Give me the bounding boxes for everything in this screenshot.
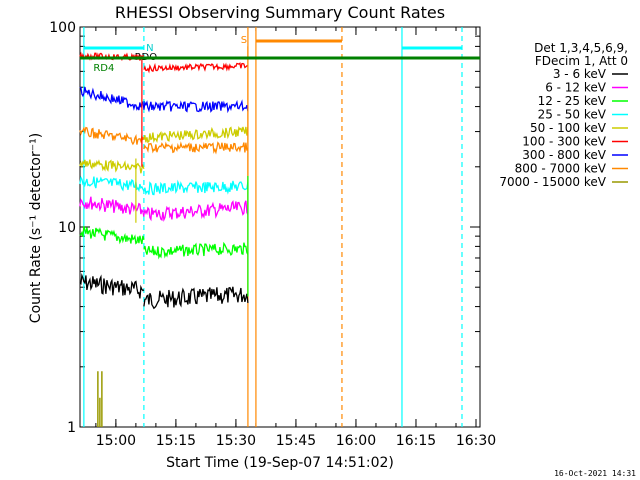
series-line <box>143 286 249 310</box>
legend-title: FDecim 1, Att 0 <box>535 54 628 68</box>
series-line <box>79 159 145 174</box>
series-line <box>143 125 249 144</box>
x-tick-label: 15:15 <box>156 433 196 449</box>
legend-entry-label: 800 - 7000 keV <box>515 162 607 176</box>
plot-frame <box>79 26 481 428</box>
series-line <box>79 226 145 245</box>
x-tick-label: 15:45 <box>276 433 316 449</box>
legend-entry-label: 7000 - 15000 keV <box>499 175 606 189</box>
y-tick-label: 1 <box>67 420 76 436</box>
footer-date: 16-Oct-2021 14:31 <box>554 469 636 478</box>
marker-label: S <box>241 35 247 46</box>
legend-title: Det 1,3,4,5,6,9, <box>534 41 628 55</box>
series-line <box>143 200 249 222</box>
legend-entry-label: 300 - 800 keV <box>522 148 606 162</box>
legend: Det 1,3,4,5,6,9,FDecim 1, Att 03 - 6 keV… <box>499 41 628 189</box>
x-tick-label: 16:15 <box>396 433 436 449</box>
series-line <box>143 62 248 74</box>
y-axis-label: Count Rate (s⁻¹ detector⁻¹) <box>28 133 44 323</box>
chart-title: RHESSI Observing Summary Count Rates <box>115 3 445 22</box>
x-tick-label: 15:00 <box>96 433 136 449</box>
series-line <box>79 196 145 217</box>
legend-entry-label: 3 - 6 keV <box>553 67 607 81</box>
series-line <box>79 126 145 146</box>
marker-label: RD4 <box>93 63 114 74</box>
x-axis-label: Start Time (19-Sep-07 14:51:02) <box>166 455 394 471</box>
legend-entry-label: 12 - 25 keV <box>538 94 607 108</box>
y-tick-label: 10 <box>58 220 76 236</box>
x-tick-label: 15:30 <box>216 433 256 449</box>
marker-label: N <box>146 43 153 54</box>
legend-entry-label: 50 - 100 keV <box>530 121 607 135</box>
series-line <box>79 175 145 193</box>
legend-entry-label: 25 - 50 keV <box>538 108 607 122</box>
plot-area: 15:00 15:15 15:30 15:45 16:00 16:15 16:30 1 10 10… <box>49 20 496 449</box>
x-tick-label: 16:30 <box>456 433 496 449</box>
series-line <box>79 272 145 299</box>
series-line <box>143 241 249 260</box>
series-line <box>143 141 249 155</box>
y-tick-label: 100 <box>49 20 76 36</box>
series-line <box>143 179 249 196</box>
series-line <box>79 86 145 111</box>
x-tick-label: 16:00 <box>336 433 376 449</box>
legend-entry-label: 100 - 300 keV <box>522 135 606 149</box>
legend-entry-label: 6 - 12 keV <box>545 81 607 95</box>
series-line <box>143 99 249 114</box>
